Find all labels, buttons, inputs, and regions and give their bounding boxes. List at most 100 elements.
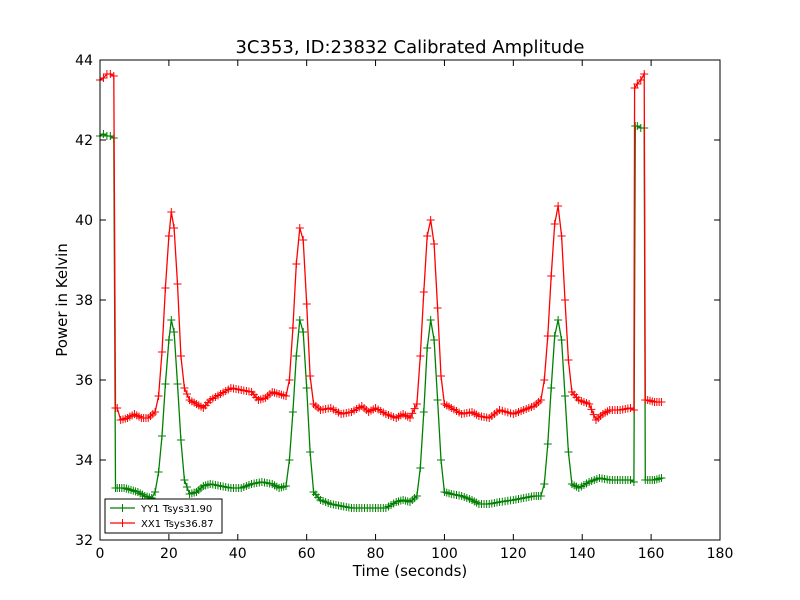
data-point-marker <box>416 464 425 472</box>
data-point-marker <box>547 272 556 280</box>
tick-layer: 0 20 40 60 80 100 120 140 160 180 32 34 36 38 40 42 44 <box>75 53 733 562</box>
data-point-marker <box>285 456 294 464</box>
data-point-marker <box>167 316 176 324</box>
data-point-marker <box>154 468 163 476</box>
data-point-marker <box>161 380 170 388</box>
data-point-marker <box>419 408 428 416</box>
data-point-marker <box>288 408 297 416</box>
data-point-marker <box>564 448 573 456</box>
data-point-marker <box>636 76 645 84</box>
data-point-marker <box>433 396 442 404</box>
data-point-marker <box>416 352 425 360</box>
data-point-marker <box>99 74 108 82</box>
series-1 <box>96 70 666 424</box>
data-point-marker <box>629 406 638 414</box>
data-point-marker <box>543 440 552 448</box>
data-point-marker <box>158 348 166 356</box>
data-point-marker <box>437 456 445 464</box>
data-point-marker <box>106 132 115 140</box>
data-point-marker <box>182 483 191 491</box>
data-point-marker <box>633 80 642 88</box>
data-point-marker <box>161 284 170 292</box>
data-point-marker <box>176 352 185 360</box>
x-axis-label: Time (seconds) <box>352 562 468 580</box>
data-point-marker <box>543 332 552 340</box>
data-point-marker <box>626 476 635 484</box>
legend-swatch-marker <box>118 519 127 527</box>
data-point-marker <box>306 448 315 456</box>
data-point-marker <box>164 336 173 344</box>
y-tick-label: 34 <box>75 453 93 469</box>
data-point-marker <box>412 492 421 500</box>
legend-label: XX1 Tsys36.87 <box>141 519 214 530</box>
data-point-marker <box>587 405 596 414</box>
data-point-marker <box>299 328 308 336</box>
data-point-marker <box>561 392 569 400</box>
data-point-marker <box>285 376 294 384</box>
y-tick-label: 38 <box>75 293 93 309</box>
x-tick-label: 120 <box>500 546 527 562</box>
y-tick-label: 42 <box>75 133 93 149</box>
data-point-marker <box>180 476 189 484</box>
data-point-marker <box>536 396 545 404</box>
chart-title: 3C353, ID:23832 Calibrated Amplitude <box>235 37 584 58</box>
data-point-marker <box>173 280 182 288</box>
data-point-marker <box>557 336 566 344</box>
data-point-marker <box>419 288 428 296</box>
data-point-marker <box>536 492 545 500</box>
data-point-marker <box>657 398 666 406</box>
data-point-marker <box>151 408 160 416</box>
data-point-marker <box>292 352 301 360</box>
x-tick-label: 60 <box>298 546 316 562</box>
legend-swatch-marker <box>118 504 127 512</box>
legend-label: YY1 Tsys31.90 <box>140 504 212 515</box>
data-point-marker <box>288 324 297 332</box>
data-point-marker <box>412 400 421 408</box>
data-point-marker <box>629 478 638 486</box>
data-point-marker <box>180 384 189 392</box>
data-point-marker <box>410 404 419 413</box>
y-tick-label: 44 <box>75 53 93 69</box>
data-point-marker <box>170 224 179 232</box>
x-tick-label: 160 <box>638 546 665 562</box>
data-point-marker <box>292 260 301 268</box>
data-point-marker <box>430 336 439 344</box>
data-point-marker <box>406 414 414 422</box>
data-point-marker <box>437 372 445 380</box>
data-point-marker <box>589 410 598 419</box>
data-point-marker <box>640 70 649 78</box>
data-point-marker <box>282 482 290 490</box>
x-tick-label: 80 <box>367 546 385 562</box>
series-layer <box>96 70 666 512</box>
legend-box <box>104 498 223 534</box>
data-point-marker <box>170 328 179 336</box>
data-point-marker <box>282 392 290 400</box>
data-point-marker <box>106 70 115 78</box>
data-point-marker <box>550 332 559 340</box>
data-point-marker <box>109 72 118 80</box>
data-point-marker <box>550 220 559 228</box>
legend: YY1 Tsys31.90 XX1 Tsys36.87 <box>104 498 223 534</box>
data-point-marker <box>176 436 185 444</box>
data-point-marker <box>564 356 573 364</box>
data-point-marker <box>164 232 173 240</box>
data-point-marker <box>302 384 311 392</box>
data-point-marker <box>99 130 108 138</box>
x-tick-label: 140 <box>569 546 596 562</box>
data-point-marker <box>561 296 569 304</box>
data-point-marker <box>306 372 315 380</box>
data-point-marker <box>426 216 435 224</box>
x-tick-label: 180 <box>707 546 734 562</box>
data-point-marker <box>585 400 594 408</box>
y-tick-label: 32 <box>75 533 93 549</box>
data-point-marker <box>657 474 666 482</box>
data-point-marker <box>154 392 163 400</box>
data-point-marker <box>173 380 182 388</box>
data-point-marker <box>430 240 439 248</box>
data-point-marker <box>554 316 563 324</box>
data-point-marker <box>423 344 432 352</box>
data-point-marker <box>113 404 122 412</box>
data-point-marker <box>426 316 435 324</box>
x-tick-label: 40 <box>229 546 247 562</box>
